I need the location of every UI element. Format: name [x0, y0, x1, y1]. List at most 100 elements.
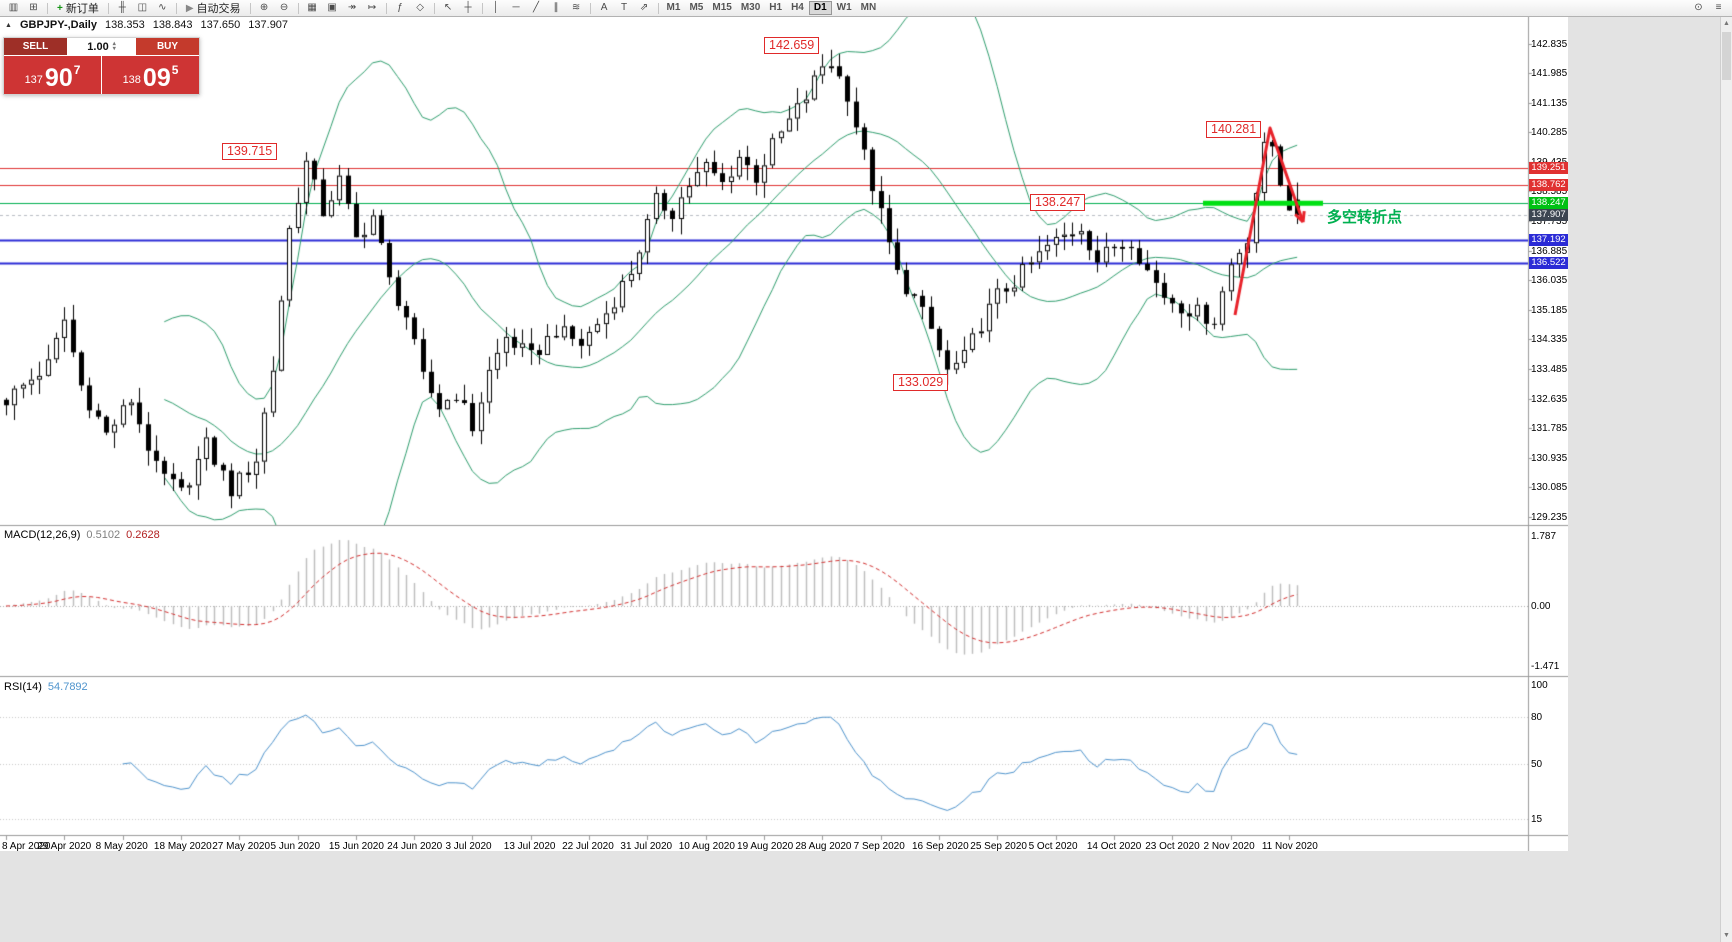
zoom-in-icon[interactable]: ⊕ — [259, 2, 269, 13]
cascade-windows-icon[interactable]: ▣ — [327, 2, 337, 13]
fibonacci-icon[interactable]: ≋ — [571, 2, 581, 13]
toolbar-separator — [249, 2, 251, 14]
window-menu-icon[interactable]: ≡ — [1715, 2, 1722, 13]
channel-icon[interactable]: ∥ — [553, 2, 559, 13]
price-tag: 138.762 — [1529, 179, 1568, 191]
price-axis-label: 136.035 — [1531, 275, 1568, 286]
macd-axis-min: -1.471 — [1531, 661, 1560, 672]
price-axis-label: 130.935 — [1531, 453, 1568, 464]
price-annotation[interactable]: 138.247 — [1030, 194, 1086, 211]
lot-decrease-icon[interactable]: ▾ — [112, 45, 116, 52]
date-axis-label: 11 Nov 2020 — [1261, 841, 1318, 852]
price-tag: 138.247 — [1529, 197, 1568, 209]
timeframe-h4-button[interactable]: H4 — [791, 2, 804, 13]
toolbar-separator — [297, 2, 299, 14]
vertical-scrollbar[interactable]: ▲ ▼ — [1720, 17, 1732, 942]
scroll-up-icon[interactable]: ▲ — [1723, 20, 1730, 27]
macd-axis-zero: 0.00 — [1531, 601, 1551, 612]
date-axis-label: 14 Oct 2020 — [1086, 841, 1142, 852]
zoom-out-icon[interactable]: ⊖ — [279, 2, 289, 13]
price-axis-label: 136.885 — [1531, 246, 1568, 257]
timeframe-m1-button[interactable]: M1 — [666, 2, 681, 13]
lot-size-field[interactable]: 1.00 ▴ ▾ — [67, 38, 136, 55]
sell-price-button[interactable]: 137 90 7 — [4, 56, 101, 94]
toolbar-separator — [385, 2, 387, 14]
new-order-button[interactable]: + 新订单 — [52, 1, 104, 16]
text-icon[interactable]: A — [600, 2, 608, 13]
one-click-toggle-icon[interactable]: ▲ — [5, 21, 12, 29]
scroll-down-icon[interactable]: ▼ — [1723, 932, 1730, 939]
buy-button[interactable]: BUY — [136, 38, 199, 55]
chart-window: ▲ GBPJPY-,Daily 138.353 138.843 137.650 … — [0, 17, 1568, 852]
buy-price-button[interactable]: 138 09 5 — [102, 56, 199, 94]
toolbar-separator — [433, 2, 435, 14]
text-label-icon[interactable]: T — [620, 2, 628, 13]
price-annotation[interactable]: 139.715 — [222, 143, 278, 160]
auto-scroll-icon[interactable]: ↠ — [347, 2, 357, 13]
app-chart-icon[interactable]: ▥ — [8, 2, 19, 13]
date-axis-label: 18 May 2020 — [153, 841, 212, 852]
date-axis-label: 5 Jun 2020 — [270, 841, 321, 852]
date-axis-label: 25 Sep 2020 — [970, 841, 1027, 852]
macd-axis-max: 1.787 — [1531, 531, 1557, 542]
date-axis-label: 23 Oct 2020 — [1145, 841, 1200, 852]
date-axis-label: 10 Aug 2020 — [678, 841, 735, 852]
ask-price-sup: 5 — [171, 63, 179, 77]
price-axis-label: 129.235 — [1531, 512, 1568, 523]
vertical-line-icon[interactable]: │ — [492, 2, 500, 13]
ask-price-prefix: 138 — [122, 74, 141, 86]
date-axis-label: 7 Sep 2020 — [853, 841, 905, 852]
crosshair-icon[interactable]: ┼ — [464, 2, 472, 13]
rsi-value: 54.7892 — [47, 681, 88, 693]
price-annotation[interactable]: 140.281 — [1206, 121, 1262, 138]
cursor-icon[interactable]: ↖ — [443, 2, 453, 13]
toolbar-items: ▥ ⊞ + 新订单 ╫ ◫ ∿ ▶ 自动交易 ⊕ ⊖ ▦ ▣ ↠ ↦ ƒ ◇ ↖ ┼ │ ─ ╱ ∥ ≋ A T ⇗ M1 M5 M15 M… — [4, 1, 880, 16]
candlestick-chart-icon[interactable]: ◫ — [137, 2, 148, 13]
new-chart-icon[interactable]: ⊞ — [29, 2, 38, 13]
objects-list-icon[interactable]: ◇ — [416, 2, 424, 13]
price-annotation[interactable]: 142.659 — [764, 37, 820, 54]
tile-windows-icon[interactable]: ▦ — [307, 2, 317, 13]
line-chart-icon[interactable]: ∿ — [158, 2, 167, 13]
timeframe-d1-button[interactable]: D1 — [808, 1, 832, 15]
price-annotation[interactable]: 133.029 — [893, 374, 949, 391]
price-axis-label: 140.285 — [1531, 127, 1568, 138]
symbol-header: ▲ GBPJPY-,Daily 138.353 138.843 137.650 … — [5, 19, 288, 31]
scrollbar-thumb[interactable] — [1722, 32, 1731, 80]
lot-increase-icon[interactable]: ▴ — [112, 40, 116, 47]
horizontal-line-icon[interactable]: ─ — [512, 2, 520, 13]
price-axis-label: 132.635 — [1531, 394, 1568, 405]
indicators-icon[interactable]: ƒ — [397, 2, 403, 13]
timeframe-m30-button[interactable]: M30 — [740, 2, 761, 13]
bid-price-big: 90 — [44, 64, 73, 92]
macd-main-value: 0.5102 — [86, 529, 121, 541]
timeframe-h1-button[interactable]: H1 — [769, 2, 783, 13]
date-axis-label: 3 Jul 2020 — [445, 841, 492, 852]
toolbar-separator — [107, 2, 109, 14]
date-axis-label: 27 May 2020 — [212, 841, 271, 852]
timeframe-w1-button[interactable]: W1 — [836, 2, 852, 13]
toolbar-separator — [175, 2, 177, 14]
chart-shift-icon[interactable]: ↦ — [367, 2, 377, 13]
price-axis-label: 131.785 — [1531, 423, 1568, 434]
timeframe-mn-button[interactable]: MN — [860, 2, 877, 13]
timeframe-m5-button[interactable]: M5 — [689, 2, 704, 13]
new-order-button-label: 新订单 — [65, 3, 99, 15]
lot-value[interactable]: 1.00 — [87, 40, 109, 53]
auto-trading-button-label: 自动交易 — [196, 3, 241, 15]
date-axis-label: 29 Apr 2020 — [37, 841, 92, 852]
bar-chart-icon[interactable]: ╫ — [118, 2, 126, 13]
turning-point-text[interactable]: 多空转折点 — [1327, 209, 1403, 226]
trendline-icon[interactable]: ╱ — [533, 2, 540, 13]
toolbar-separator — [589, 2, 591, 14]
auto-trading-button[interactable]: ▶ 自动交易 — [181, 1, 246, 16]
search-icon[interactable]: ⊙ — [1694, 2, 1703, 13]
price-axis-label: 130.085 — [1531, 482, 1568, 493]
timeframe-m15-button[interactable]: M15 — [712, 2, 732, 13]
sell-button[interactable]: SELL — [4, 38, 67, 55]
price-tag: 136.522 — [1529, 257, 1568, 269]
date-axis-label: 2 Nov 2020 — [1203, 841, 1255, 852]
date-axis-label: 31 Jul 2020 — [620, 841, 673, 852]
arrow-object-icon[interactable]: ⇗ — [639, 2, 649, 13]
rsi-indicator-label: RSI(14) 54.7892 — [4, 681, 88, 693]
